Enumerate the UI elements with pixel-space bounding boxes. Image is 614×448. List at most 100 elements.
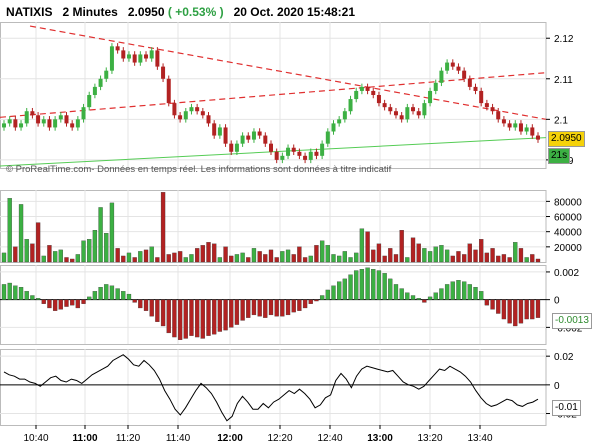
osc1-bar	[535, 299, 541, 318]
candle-body	[212, 123, 217, 136]
candle-body	[513, 123, 518, 128]
osc1-tag: -0.0013	[552, 313, 592, 329]
osc1-bar	[149, 299, 154, 317]
volume-bar	[461, 254, 467, 263]
osc1-bar	[132, 299, 137, 303]
xtick-label-0: 10:40	[23, 433, 48, 444]
volume-bar	[18, 204, 24, 263]
osc1-bar	[319, 295, 325, 300]
osc1-bar	[41, 299, 46, 304]
volume-bar	[30, 243, 35, 263]
price-change: ( +0.53% )	[167, 5, 224, 19]
candle-body	[439, 70, 444, 83]
candle-body	[104, 70, 109, 79]
osc1-bar	[376, 270, 382, 300]
ytick-label-price-2: 2.1	[554, 115, 568, 126]
candle-body	[155, 50, 160, 67]
osc1-bar	[490, 299, 495, 310]
osc1-bar	[1, 284, 7, 300]
volume-bar	[342, 251, 348, 263]
ytick-label-volume-2: 40000	[554, 228, 582, 239]
volume-bar	[149, 246, 154, 263]
candle-body	[183, 111, 188, 120]
osc1-bar	[263, 299, 268, 318]
candle-body	[92, 86, 97, 95]
volume-bar	[246, 257, 251, 263]
volume-bar	[274, 257, 279, 263]
volume-bar	[7, 198, 12, 263]
candle-body	[263, 135, 268, 144]
volume-bar	[52, 251, 58, 263]
candle-body	[496, 111, 501, 120]
trendline-down	[29, 25, 547, 120]
candle-body	[433, 82, 438, 91]
volume-bar	[138, 251, 143, 263]
trendline-up	[0, 72, 547, 118]
volume-bar	[81, 240, 86, 263]
volume-bar	[302, 257, 308, 263]
xtick-label-2: 11:20	[116, 433, 141, 444]
osc1-bar	[138, 299, 143, 309]
candle-body	[149, 50, 154, 59]
candle-body	[30, 111, 35, 116]
volume-bar	[473, 249, 478, 263]
candle-body	[479, 90, 484, 104]
candle-body	[411, 107, 416, 112]
volume-bar	[172, 252, 177, 263]
osc1-bar	[257, 299, 262, 317]
osc1-bar	[172, 299, 177, 338]
osc1-bar	[24, 291, 29, 300]
candle-body	[269, 143, 273, 152]
volume-bar	[155, 257, 160, 263]
volume-bar	[325, 245, 330, 263]
osc1-bar	[126, 293, 132, 300]
ytick-label-volume-1: 60000	[554, 213, 582, 224]
candle-body	[36, 115, 41, 124]
candle-body	[172, 103, 177, 116]
osc1-bar	[18, 287, 24, 300]
osc1-bar	[115, 288, 120, 300]
osc1-bar	[121, 291, 126, 300]
volume-bar	[530, 254, 535, 263]
candle-body	[7, 119, 12, 124]
candle-body	[416, 111, 421, 116]
volume-bar	[58, 249, 63, 263]
xtick-label-5: 12:20	[267, 433, 292, 444]
volume-bar	[41, 255, 46, 263]
osc1-bar	[513, 299, 518, 327]
xtick-label-9: 13:40	[467, 433, 492, 444]
candle-body	[393, 111, 398, 116]
candle-body	[115, 46, 120, 51]
candle-body	[2, 123, 6, 128]
volume-bar	[479, 239, 484, 263]
osc1-bar	[337, 281, 342, 300]
volume-bar	[126, 252, 132, 263]
volume-bar	[422, 248, 427, 263]
osc1-bar	[371, 269, 376, 300]
pane-border-1	[0, 190, 547, 263]
candle-body	[41, 119, 46, 124]
osc1-bar	[524, 299, 529, 320]
osc1-bar	[388, 278, 393, 300]
volume-bar	[13, 246, 18, 263]
volume-bar	[513, 242, 518, 263]
volume-bar	[64, 257, 69, 263]
osc1-bar	[75, 299, 81, 309]
osc1-bar	[291, 299, 296, 313]
xtick-label-3: 11:40	[166, 433, 191, 444]
volume-bar	[359, 228, 365, 263]
osc1-bar	[166, 299, 171, 334]
osc1-bar	[302, 299, 308, 309]
volume-bar	[433, 246, 438, 263]
candle-body	[376, 95, 381, 104]
candle-body	[484, 103, 489, 108]
candle-body	[13, 119, 18, 128]
volume-bar	[490, 248, 495, 263]
osc1-bar	[285, 299, 291, 316]
candle-body	[251, 131, 256, 140]
ytick-label-price-0: 2.12	[554, 34, 574, 45]
osc1-bar	[143, 299, 149, 311]
volume-bar	[251, 248, 257, 263]
volume-bar	[132, 257, 137, 263]
